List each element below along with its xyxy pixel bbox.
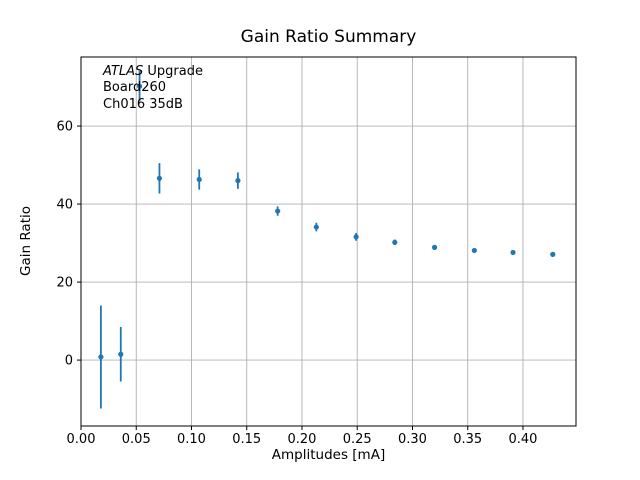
x-tick-label: 0.20 [288, 432, 317, 447]
annotation-box: ATLAS Upgrade Board260 Ch016 35dB [103, 64, 203, 113]
data-point [98, 354, 104, 360]
x-tick-label: 0.30 [398, 432, 427, 447]
y-tick-label: 0 [65, 354, 73, 369]
x-tick-label: 0.10 [177, 432, 206, 447]
x-tick-label: 0.15 [232, 432, 261, 447]
data-point [471, 247, 477, 254]
y-tick-label: 60 [56, 120, 73, 135]
data-point [353, 234, 359, 240]
x-tick-label: 0.05 [122, 432, 151, 447]
data-point [196, 176, 202, 183]
data-point [235, 178, 241, 184]
x-axis-label: Amplitudes [mA] [271, 447, 386, 463]
x-tick-label: 0.25 [343, 432, 372, 447]
annotation-experiment: ATLAS [103, 64, 144, 79]
x-tick-label: 0.40 [508, 432, 537, 447]
x-tick-label: 0.00 [67, 432, 96, 447]
axes-spines [80, 56, 577, 427]
data-point [156, 175, 163, 181]
annotation-board: Board260 [103, 80, 167, 96]
annotation-channel: Ch016 35dB [103, 96, 183, 112]
data-point [313, 224, 319, 230]
annotation-line1-rest: Upgrade [143, 64, 203, 79]
chart-title: Gain Ratio Summary [240, 27, 417, 47]
data-point [510, 249, 516, 256]
y-tick-label: 20 [56, 276, 73, 291]
data-point [392, 239, 398, 245]
data-point [118, 351, 124, 357]
data-point [431, 244, 438, 250]
y-axis-label-text: Gain Ratio [18, 206, 34, 276]
data-point [550, 251, 556, 257]
y-tick-label: 40 [56, 198, 73, 213]
data-point [275, 208, 281, 214]
x-tick-label: 0.35 [453, 432, 482, 447]
data-point [136, 83, 143, 89]
